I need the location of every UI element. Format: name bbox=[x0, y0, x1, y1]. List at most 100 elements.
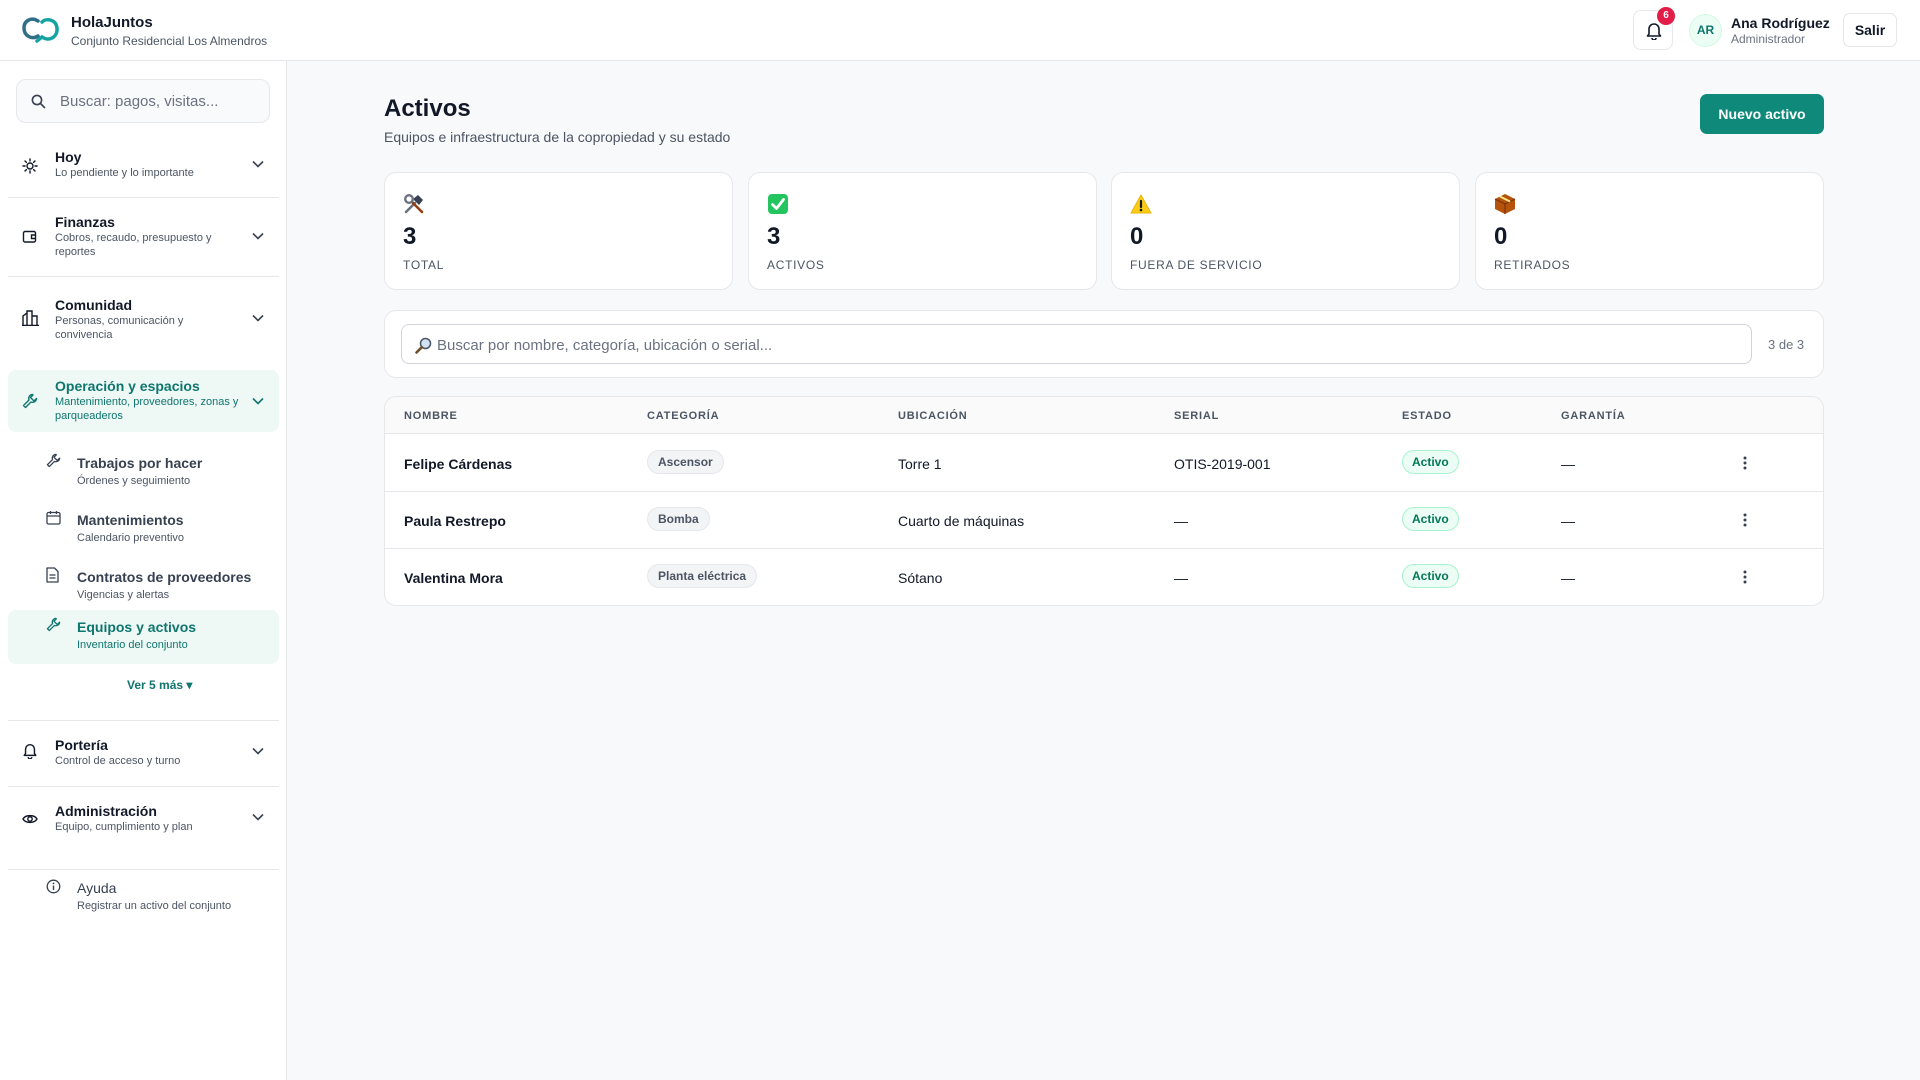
column-header: NOMBRE bbox=[404, 410, 458, 422]
row-actions-button[interactable] bbox=[1733, 563, 1757, 591]
sun-icon bbox=[22, 158, 38, 174]
warning-icon bbox=[1130, 194, 1152, 214]
sidebar-item-trabajos[interactable]: Trabajos por hacer Órdenes y seguimiento bbox=[8, 446, 279, 500]
sidebar-item-title: Trabajos por hacer bbox=[77, 455, 203, 471]
page-subtitle: Equipos e infraestructura de la copropie… bbox=[384, 129, 731, 145]
sidebar-section-subtitle: Equipo, cumplimiento y plan bbox=[55, 821, 193, 833]
divider bbox=[8, 197, 279, 198]
logo-icon bbox=[22, 17, 59, 43]
sidebar-item-mantenimientos[interactable]: Mantenimientos Calendario preventivo bbox=[8, 503, 279, 557]
magnifier-icon bbox=[415, 337, 432, 354]
stat-value: 3 bbox=[403, 223, 417, 250]
stat-label: TOTAL bbox=[403, 258, 445, 272]
sidebar-item-title: Equipos y activos bbox=[77, 619, 197, 635]
chevron-down-icon bbox=[252, 397, 264, 405]
sidebar-section-title: Portería bbox=[55, 737, 108, 753]
user-name: Ana Rodríguez bbox=[1731, 15, 1830, 31]
stat-card-retirados: 0 RETIRADOS bbox=[1475, 172, 1824, 290]
filter-bar: 3 de 3 bbox=[384, 310, 1824, 378]
status-badge: Activo bbox=[1402, 450, 1459, 474]
table-row[interactable]: Felipe Cárdenas Ascensor Torre 1 OTIS-20… bbox=[385, 435, 1823, 492]
table-row[interactable]: Valentina Mora Planta eléctrica Sótano —… bbox=[385, 549, 1823, 605]
category-chip: Planta eléctrica bbox=[647, 564, 758, 588]
sidebar-section-title: Operación y espacios bbox=[55, 378, 200, 394]
wrench-icon bbox=[46, 617, 61, 632]
sidebar-section-subtitle: Personas, comunicación y convivencia bbox=[55, 315, 184, 341]
column-header: ESTADO bbox=[1402, 410, 1452, 422]
asset-search bbox=[401, 324, 1752, 364]
avatar[interactable]: AR bbox=[1689, 14, 1722, 47]
building-icon bbox=[22, 310, 39, 326]
user-info: Ana Rodríguez Administrador bbox=[1731, 15, 1830, 47]
sidebar-item-subtitle: Calendario preventivo bbox=[77, 532, 185, 544]
check-icon bbox=[768, 194, 788, 214]
tools-icon bbox=[404, 194, 424, 214]
sidebar-section-administracion[interactable]: Administración Equipo, cumplimiento y pl… bbox=[8, 794, 279, 846]
stat-label: RETIRADOS bbox=[1494, 258, 1571, 272]
sidebar-section-comunidad[interactable]: Comunidad Personas, comunicación y convi… bbox=[8, 284, 279, 352]
status-badge: Activo bbox=[1402, 507, 1459, 531]
sidebar-item-subtitle: Inventario del conjunto bbox=[77, 639, 188, 651]
sidebar-search-input[interactable] bbox=[60, 90, 260, 112]
help-subtitle: Registrar un activo del conjunto bbox=[77, 900, 232, 912]
kebab-menu-icon bbox=[1743, 570, 1747, 584]
row-actions-button[interactable] bbox=[1733, 449, 1757, 477]
chevron-down-icon bbox=[252, 160, 264, 168]
sidebar-section-title: Finanzas bbox=[55, 214, 115, 230]
asset-search-input[interactable] bbox=[437, 334, 1737, 356]
bell-icon bbox=[23, 744, 37, 759]
box-icon bbox=[1494, 194, 1516, 214]
stat-label: FUERA DE SERVICIO bbox=[1130, 258, 1263, 272]
wrench-icon bbox=[22, 393, 38, 409]
sidebar-section-operacion[interactable]: Operación y espacios Mantenimiento, prov… bbox=[8, 370, 279, 432]
notifications-badge: 6 bbox=[1657, 7, 1675, 25]
table-row[interactable]: Paula Restrepo Bomba Cuarto de máquinas … bbox=[385, 492, 1823, 549]
brand-name: HolaJuntos bbox=[71, 14, 153, 31]
sidebar-search bbox=[16, 79, 270, 123]
bell-icon bbox=[1646, 23, 1662, 40]
row-actions-button[interactable] bbox=[1733, 506, 1757, 534]
category-chip: Ascensor bbox=[647, 450, 724, 474]
table-header: NOMBRE CATEGORÍA UBICACIÓN SERIAL ESTADO… bbox=[385, 397, 1823, 434]
stat-value: 0 bbox=[1130, 223, 1144, 250]
asset-location: Cuarto de máquinas bbox=[898, 513, 1025, 529]
new-asset-button[interactable]: Nuevo activo bbox=[1700, 94, 1824, 134]
sidebar-item-subtitle: Órdenes y seguimiento bbox=[77, 475, 191, 487]
sidebar-section-subtitle: Mantenimiento, proveedores, zonas y parq… bbox=[55, 396, 239, 422]
sidebar-section-title: Comunidad bbox=[55, 297, 132, 313]
sidebar-item-equipos[interactable]: Equipos y activos Inventario del conjunt… bbox=[8, 610, 279, 664]
page-title: Activos bbox=[384, 95, 471, 122]
top-header: HolaJuntos Conjunto Residencial Los Alme… bbox=[0, 0, 1920, 61]
column-header: CATEGORÍA bbox=[647, 410, 720, 422]
status-badge: Activo bbox=[1402, 564, 1459, 588]
divider bbox=[8, 869, 279, 870]
show-more-link[interactable]: Ver 5 más ▾ bbox=[127, 678, 193, 692]
sidebar-section-hoy[interactable]: Hoy Lo pendiente y lo importante bbox=[8, 137, 279, 195]
stat-card-activos: 3 ACTIVOS bbox=[748, 172, 1097, 290]
brand-subtitle: Conjunto Residencial Los Almendros bbox=[71, 34, 268, 48]
sidebar-section-subtitle: Cobros, recaudo, presupuesto y reportes bbox=[55, 232, 212, 258]
sidebar-section-porteria[interactable]: Portería Control de acceso y turno bbox=[8, 728, 279, 780]
divider bbox=[8, 720, 279, 721]
sidebar-item-contratos[interactable]: Contratos de proveedores Vigencias y ale… bbox=[8, 560, 279, 614]
stat-label: ACTIVOS bbox=[767, 258, 825, 272]
wallet-icon bbox=[22, 230, 37, 243]
sidebar-section-finanzas[interactable]: Finanzas Cobros, recaudo, presupuesto y … bbox=[8, 203, 279, 271]
logout-button[interactable]: Salir bbox=[1843, 13, 1897, 47]
info-icon bbox=[46, 879, 61, 894]
sidebar-item-title: Mantenimientos bbox=[77, 512, 184, 528]
chevron-down-icon bbox=[252, 232, 264, 240]
kebab-menu-icon bbox=[1743, 456, 1747, 470]
document-icon bbox=[46, 567, 59, 583]
asset-name: Paula Restrepo bbox=[404, 513, 506, 529]
sidebar-help[interactable]: Ayuda Registrar un activo del conjunto bbox=[8, 871, 279, 925]
asset-serial: — bbox=[1174, 570, 1188, 586]
assets-table: NOMBRE CATEGORÍA UBICACIÓN SERIAL ESTADO… bbox=[384, 396, 1824, 606]
chevron-down-icon bbox=[252, 314, 264, 322]
kebab-menu-icon bbox=[1743, 513, 1747, 527]
category-chip: Bomba bbox=[647, 507, 710, 531]
sidebar bbox=[0, 61, 287, 1080]
column-header: GARANTÍA bbox=[1561, 410, 1626, 422]
stat-value: 0 bbox=[1494, 223, 1508, 250]
brand: HolaJuntos Conjunto Residencial Los Alme… bbox=[71, 14, 267, 49]
